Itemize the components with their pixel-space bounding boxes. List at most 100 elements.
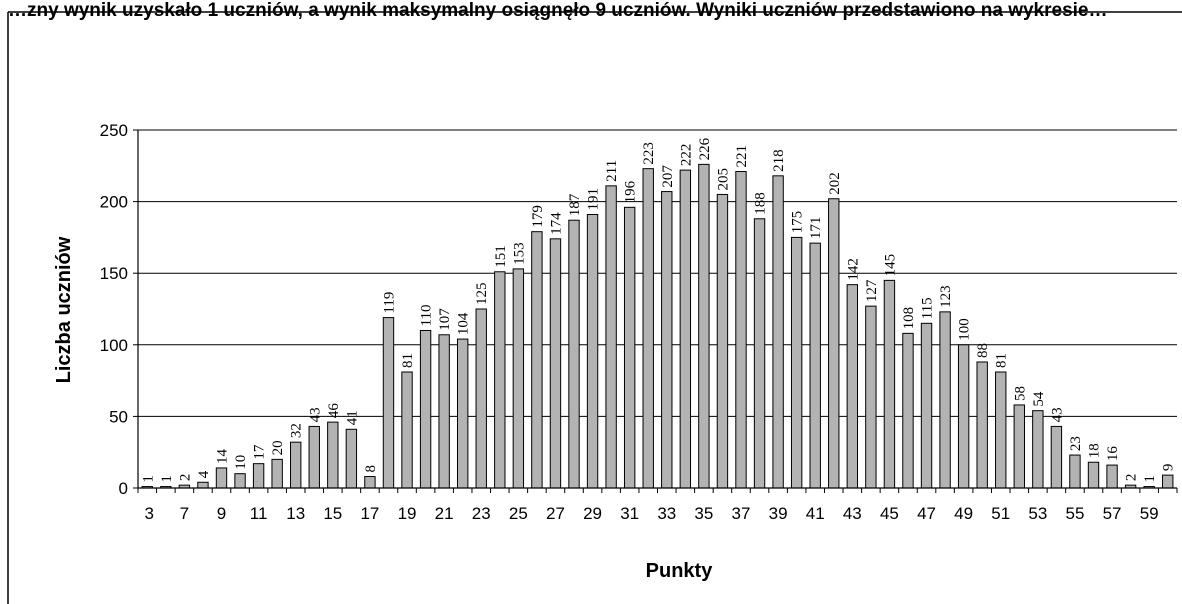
- x-tick-label: 55: [1065, 504, 1084, 523]
- data-label: 9: [1161, 464, 1177, 472]
- x-tick-label: 51: [991, 504, 1010, 523]
- header-text: …zny wynik uzyskało 1 uczniów, a wynik m…: [8, 0, 1108, 21]
- bar: [661, 191, 673, 489]
- bar: [512, 268, 525, 489]
- bar: [290, 441, 302, 489]
- data-label: 119: [381, 292, 397, 314]
- y-tick-label: 250: [100, 121, 128, 140]
- y-tick-label: 50: [109, 407, 128, 426]
- data-label: 1: [140, 475, 156, 483]
- bar: [475, 308, 487, 489]
- data-label: 222: [678, 144, 694, 167]
- bar: [549, 238, 562, 489]
- data-label: 226: [697, 137, 713, 160]
- data-label: 211: [604, 160, 620, 182]
- x-tick-label: 25: [509, 504, 528, 523]
- data-label: 2: [1124, 474, 1140, 482]
- x-tick-label: 11: [250, 504, 268, 523]
- data-label: 223: [641, 142, 657, 165]
- bar: [586, 213, 599, 489]
- data-label: 10: [233, 455, 249, 470]
- data-label: 218: [771, 149, 787, 172]
- data-label: 1: [1142, 475, 1158, 483]
- bar: [828, 198, 840, 489]
- data-label: 125: [474, 283, 490, 306]
- y-tick-label: 150: [100, 264, 128, 283]
- data-label: 171: [808, 217, 824, 240]
- y-axis-title: Liczba uczniów: [53, 236, 75, 383]
- x-tick-label: 37: [732, 504, 751, 523]
- x-tick-label: 33: [657, 504, 676, 523]
- bar: [1050, 425, 1063, 489]
- data-label: 43: [1049, 407, 1065, 422]
- x-tick-label: 43: [843, 504, 862, 523]
- x-tick-label: 31: [620, 504, 639, 523]
- bar: [939, 311, 951, 489]
- data-label: 104: [456, 312, 472, 335]
- bar: [995, 371, 1007, 489]
- bar: [438, 334, 450, 489]
- bar: [698, 163, 710, 489]
- data-label: 17: [252, 444, 268, 460]
- x-axis-title: Punkty: [646, 560, 714, 582]
- x-tick-label: 49: [954, 504, 973, 523]
- data-label: 58: [1012, 386, 1028, 401]
- bar: [494, 271, 506, 489]
- data-label: 179: [530, 205, 546, 228]
- y-tick-label: 100: [100, 336, 128, 355]
- bar: [419, 329, 432, 489]
- data-label: 14: [214, 448, 230, 464]
- data-label: 202: [827, 172, 843, 195]
- bar: [252, 463, 265, 489]
- data-label: 221: [734, 145, 750, 168]
- bar: [197, 481, 209, 489]
- bar: [531, 231, 543, 489]
- x-tick-label: 29: [583, 504, 602, 523]
- data-label: 153: [511, 242, 527, 265]
- x-tick-label: 27: [546, 504, 565, 523]
- bar: [327, 421, 339, 489]
- bar: [642, 168, 654, 489]
- x-tick-label: 21: [435, 504, 454, 523]
- bars-group: [141, 163, 1174, 489]
- bar: [772, 175, 784, 489]
- data-label: 115: [920, 297, 936, 319]
- x-tick-label: 59: [1140, 504, 1159, 523]
- bar: [456, 338, 469, 489]
- x-tick-label: 41: [806, 504, 825, 523]
- x-tick-label: 13: [286, 504, 305, 523]
- bar: [271, 458, 283, 489]
- data-label: 2: [177, 474, 193, 482]
- data-label: 127: [864, 279, 880, 302]
- bar: [401, 371, 413, 489]
- bar: [1162, 474, 1174, 489]
- data-label: 43: [307, 407, 323, 422]
- data-label: 18: [1087, 443, 1103, 458]
- data-label: 16: [1105, 446, 1121, 462]
- data-label: 1: [159, 475, 175, 483]
- bar: [1106, 464, 1118, 489]
- x-tick-label: 45: [880, 504, 899, 523]
- data-label: 20: [270, 440, 286, 455]
- data-label: 4: [196, 470, 212, 478]
- bar: [1087, 461, 1100, 489]
- bar: [1069, 454, 1081, 489]
- data-label: 191: [586, 188, 602, 211]
- x-tick-label: 15: [323, 504, 342, 523]
- x-tick-label: 7: [180, 504, 189, 523]
- data-label: 81: [400, 353, 416, 368]
- bar: [790, 236, 803, 489]
- bar: [902, 332, 914, 489]
- data-label: 81: [994, 353, 1010, 368]
- bar: [809, 242, 821, 489]
- bar: [865, 305, 877, 489]
- data-label: 205: [715, 168, 731, 191]
- data-label: 123: [938, 285, 954, 308]
- bar: [846, 284, 859, 489]
- bar: [215, 467, 228, 489]
- bar: [1013, 404, 1025, 489]
- x-tick-label: 53: [1028, 504, 1047, 523]
